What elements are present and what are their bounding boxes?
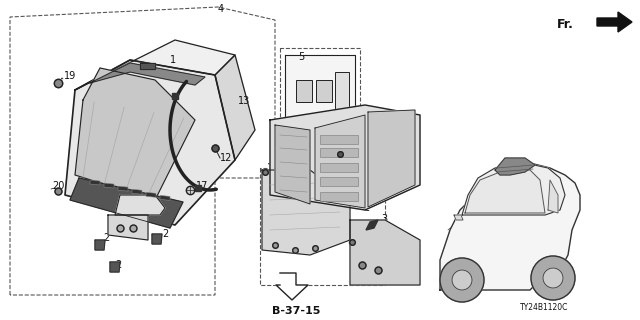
Polygon shape <box>275 125 310 204</box>
Polygon shape <box>90 180 100 185</box>
Polygon shape <box>132 189 142 194</box>
Polygon shape <box>140 63 155 69</box>
Text: 2: 2 <box>115 260 121 270</box>
Text: TY24B1120C: TY24B1120C <box>520 303 568 313</box>
Polygon shape <box>90 63 205 85</box>
Circle shape <box>531 256 575 300</box>
Bar <box>320 177 358 186</box>
Text: 16: 16 <box>350 236 362 246</box>
Polygon shape <box>270 105 420 210</box>
Text: 2: 2 <box>363 203 369 213</box>
Polygon shape <box>75 68 195 200</box>
Bar <box>320 163 358 172</box>
Text: 9: 9 <box>154 201 160 211</box>
Text: 16: 16 <box>267 163 279 173</box>
Text: 20: 20 <box>52 181 65 191</box>
Polygon shape <box>440 163 580 290</box>
Text: 1: 1 <box>170 55 176 65</box>
Text: 2: 2 <box>354 143 360 153</box>
Circle shape <box>440 258 484 302</box>
Polygon shape <box>368 110 415 207</box>
Circle shape <box>452 270 472 290</box>
Polygon shape <box>95 240 105 250</box>
Bar <box>296 80 312 102</box>
Polygon shape <box>548 180 558 213</box>
Text: 12: 12 <box>220 153 232 163</box>
Text: 13: 13 <box>238 96 250 106</box>
Polygon shape <box>70 178 183 228</box>
Polygon shape <box>118 186 128 191</box>
Bar <box>320 192 358 201</box>
Polygon shape <box>146 192 156 197</box>
Polygon shape <box>276 273 308 300</box>
Polygon shape <box>160 196 170 200</box>
Text: 10: 10 <box>302 185 314 195</box>
Bar <box>320 148 358 157</box>
Text: Fr.: Fr. <box>557 18 574 30</box>
Text: B-37-15: B-37-15 <box>272 306 321 316</box>
Polygon shape <box>115 195 165 215</box>
Text: 3: 3 <box>381 214 387 224</box>
Polygon shape <box>104 183 114 188</box>
Text: 2: 2 <box>162 229 168 239</box>
Text: 17: 17 <box>196 181 209 191</box>
Polygon shape <box>350 220 420 285</box>
Text: 6: 6 <box>346 190 352 200</box>
Bar <box>316 80 332 102</box>
Polygon shape <box>285 55 355 165</box>
Polygon shape <box>454 215 463 220</box>
Polygon shape <box>65 60 235 225</box>
Bar <box>335 72 349 112</box>
Text: 19: 19 <box>64 71 76 81</box>
Polygon shape <box>366 220 378 230</box>
Polygon shape <box>462 163 565 215</box>
Polygon shape <box>152 234 162 244</box>
Polygon shape <box>110 262 120 272</box>
Polygon shape <box>108 215 148 240</box>
Polygon shape <box>315 115 365 208</box>
Text: 5: 5 <box>298 52 304 62</box>
Text: 2: 2 <box>103 233 109 243</box>
Polygon shape <box>495 158 535 175</box>
Polygon shape <box>597 12 632 32</box>
Polygon shape <box>75 40 235 90</box>
Polygon shape <box>465 170 545 213</box>
Polygon shape <box>262 170 350 255</box>
Circle shape <box>543 268 563 288</box>
Text: 4: 4 <box>218 4 224 14</box>
Bar <box>320 135 358 144</box>
Polygon shape <box>215 55 255 160</box>
